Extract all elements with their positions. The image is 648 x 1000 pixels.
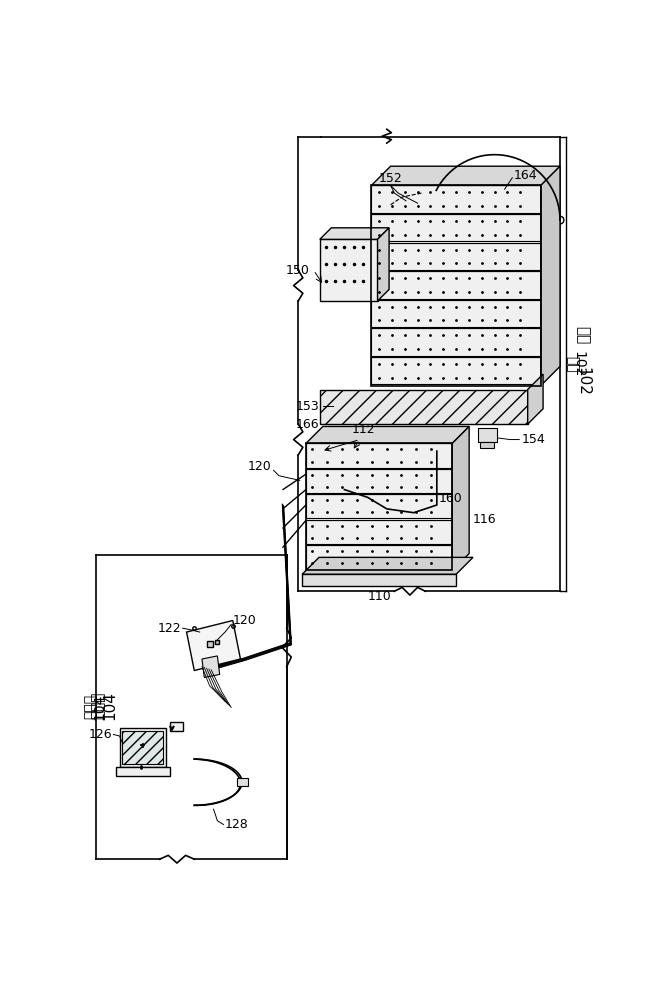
- Text: 153: 153: [296, 400, 319, 413]
- Polygon shape: [371, 300, 541, 327]
- Text: 112: 112: [352, 423, 376, 436]
- Polygon shape: [527, 374, 543, 424]
- Text: 102: 102: [575, 367, 590, 396]
- Text: 机房: 机房: [575, 326, 590, 345]
- Polygon shape: [371, 185, 541, 213]
- Polygon shape: [306, 494, 452, 518]
- Polygon shape: [319, 228, 389, 239]
- Text: 机房: 机房: [565, 356, 579, 372]
- Polygon shape: [319, 389, 527, 424]
- Text: 办公室: 办公室: [90, 692, 106, 719]
- Bar: [371, 185, 541, 386]
- Bar: [480, 442, 494, 448]
- Bar: [170, 722, 183, 731]
- Polygon shape: [371, 357, 541, 384]
- Text: 120: 120: [233, 614, 257, 627]
- Text: 116: 116: [473, 513, 496, 526]
- Polygon shape: [371, 214, 541, 241]
- Polygon shape: [122, 731, 163, 764]
- Text: 150: 150: [286, 264, 310, 277]
- Polygon shape: [120, 728, 166, 767]
- Bar: [363, 442, 376, 448]
- Text: 122: 122: [157, 622, 181, 635]
- Polygon shape: [452, 426, 469, 570]
- Polygon shape: [306, 545, 452, 569]
- Text: 128: 128: [225, 818, 249, 831]
- Text: 160: 160: [439, 492, 463, 505]
- Text: 104: 104: [93, 694, 106, 720]
- Polygon shape: [371, 328, 541, 356]
- Bar: [334, 442, 347, 448]
- Bar: [448, 428, 468, 442]
- Bar: [331, 428, 351, 442]
- Bar: [360, 428, 380, 442]
- Polygon shape: [302, 557, 473, 574]
- Polygon shape: [306, 443, 452, 468]
- Bar: [478, 428, 497, 442]
- Polygon shape: [306, 426, 469, 443]
- Text: 126: 126: [88, 728, 112, 741]
- Polygon shape: [541, 166, 560, 386]
- Text: 152: 152: [378, 172, 402, 185]
- Text: 102: 102: [572, 351, 586, 377]
- Polygon shape: [371, 271, 541, 299]
- Bar: [390, 428, 409, 442]
- Text: 104: 104: [102, 691, 118, 720]
- Bar: [116, 767, 170, 776]
- Text: 166: 166: [296, 418, 319, 431]
- Bar: [237, 778, 248, 786]
- Text: 110: 110: [367, 590, 391, 603]
- Bar: [306, 443, 452, 570]
- Polygon shape: [187, 620, 240, 671]
- Text: 164: 164: [514, 169, 537, 182]
- Bar: [419, 428, 438, 442]
- Bar: [421, 442, 435, 448]
- Polygon shape: [306, 469, 452, 493]
- Text: 154: 154: [522, 433, 545, 446]
- Text: 办公室: 办公室: [84, 694, 97, 719]
- Text: 120: 120: [248, 460, 272, 473]
- Bar: [450, 442, 465, 448]
- Bar: [302, 574, 456, 586]
- Polygon shape: [319, 239, 378, 301]
- Polygon shape: [306, 520, 452, 544]
- Polygon shape: [371, 243, 541, 270]
- Polygon shape: [202, 656, 220, 677]
- Polygon shape: [371, 166, 560, 185]
- Polygon shape: [378, 228, 389, 301]
- Bar: [392, 442, 406, 448]
